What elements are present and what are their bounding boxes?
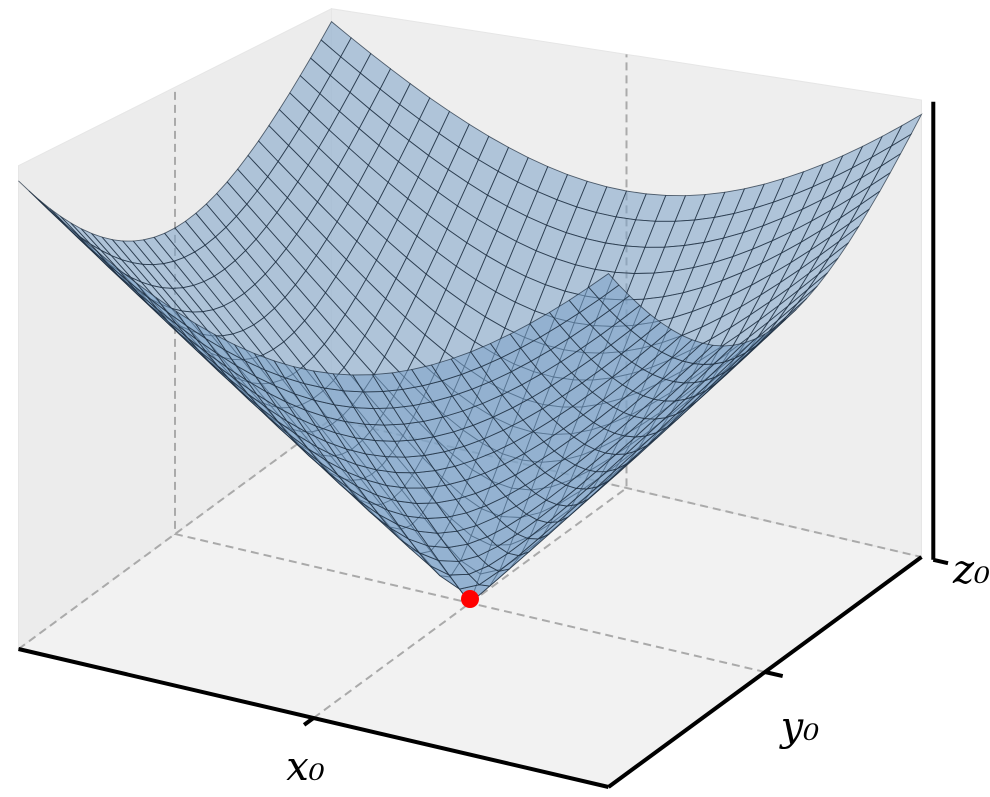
y-tick [764,670,784,679]
minimum-point [461,590,479,608]
z-tick [932,557,949,566]
x-tick [302,716,315,727]
surface-patch [588,273,620,300]
x-tick-label: x₀ [286,744,325,790]
z-tick-label: z₀ [952,547,990,593]
y-tick-label: y₀ [779,704,820,750]
